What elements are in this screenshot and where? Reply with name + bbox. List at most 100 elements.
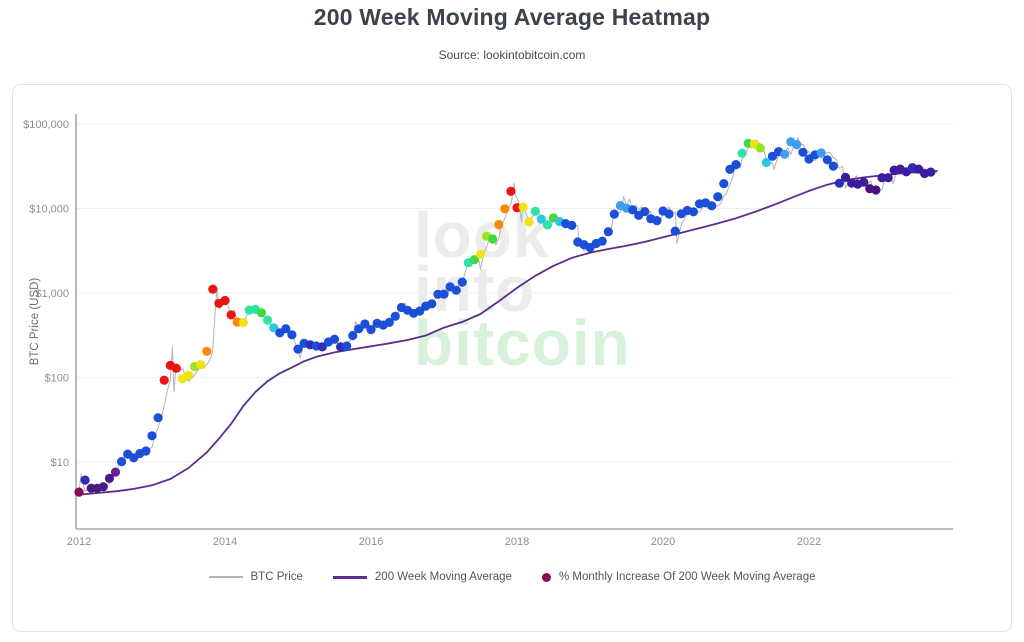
heatmap-dot[interactable] xyxy=(792,140,802,150)
heatmap-dot[interactable] xyxy=(506,186,516,196)
chart-card: look into bitcoin $100,000 $10,000 $1,000 $… xyxy=(12,84,1012,632)
heatmap-dot[interactable] xyxy=(287,330,297,340)
heatmap-dot[interactable] xyxy=(652,216,662,226)
heatmap-dot[interactable] xyxy=(110,467,121,477)
heatmap-dot[interactable] xyxy=(834,178,845,188)
monthly-increase-dot-swatch xyxy=(541,572,551,582)
heatmap-dot[interactable] xyxy=(74,487,84,497)
heatmap-dot[interactable] xyxy=(281,324,291,334)
heatmap-dot[interactable] xyxy=(202,346,212,356)
heatmap-dot[interactable] xyxy=(713,192,723,202)
heatmap-dot[interactable] xyxy=(80,475,90,485)
heatmap-dot[interactable] xyxy=(153,413,163,423)
x-tick-label: 2012 xyxy=(67,536,91,548)
y-tick-label: $100,000 xyxy=(23,119,69,131)
legend-item-btc-price[interactable]: BTC Price xyxy=(208,571,303,583)
heatmap-dot[interactable] xyxy=(390,311,400,321)
heatmap-dot[interactable] xyxy=(707,201,717,211)
watermark-line-into: into xyxy=(414,252,536,325)
heatmap-dot[interactable] xyxy=(530,206,540,216)
heatmap-dot[interactable] xyxy=(840,172,851,182)
heatmap-dot[interactable] xyxy=(755,143,765,153)
heatmap-dot[interactable] xyxy=(542,220,553,230)
heatmap-dot[interactable] xyxy=(269,323,279,333)
heatmap-dot[interactable] xyxy=(883,173,893,183)
legend-label-200wma: 200 Week Moving Average xyxy=(374,571,512,583)
y-tick-label: $10,000 xyxy=(29,204,69,216)
heatmap-dot[interactable] xyxy=(475,249,486,259)
heatmap-dot[interactable] xyxy=(238,318,248,328)
heatmap-dot[interactable] xyxy=(208,284,218,294)
heatmap-dot[interactable] xyxy=(524,217,534,227)
heatmap-dot[interactable] xyxy=(171,363,181,373)
page-title: 200 Week Moving Average Heatmap xyxy=(313,4,711,30)
heatmap-dot[interactable] xyxy=(761,157,772,168)
watermark-line-bitcoin: bitcoin xyxy=(414,306,631,379)
heatmap-dot[interactable] xyxy=(609,209,619,219)
heatmap-dot[interactable] xyxy=(104,473,114,483)
y-tick-label: $10 xyxy=(51,457,69,469)
heatmap-dot[interactable] xyxy=(670,226,680,236)
heatmap-dot[interactable] xyxy=(688,207,699,217)
heatmap-dot[interactable] xyxy=(451,285,461,295)
heatmap-dot[interactable] xyxy=(567,220,577,230)
heatmap-dot[interactable] xyxy=(317,342,327,352)
heatmap-dot[interactable] xyxy=(98,482,108,492)
heatmap-dot[interactable] xyxy=(159,375,169,385)
heatmap-dot[interactable] xyxy=(536,214,546,224)
heatmap-dot[interactable] xyxy=(366,325,376,335)
heatmap-dot[interactable] xyxy=(518,202,528,212)
wma-line xyxy=(78,170,938,496)
heatmap-dot[interactable] xyxy=(342,341,352,351)
heatmap-dot[interactable] xyxy=(220,295,230,306)
legend-label-monthly-increase: % Monthly Increase Of 200 Week Moving Av… xyxy=(558,571,816,583)
heatmap-dot[interactable] xyxy=(384,317,394,327)
heatmap-dot[interactable] xyxy=(293,344,303,354)
heatmap-dot[interactable] xyxy=(457,277,467,287)
heatmap-dot[interactable] xyxy=(780,149,790,159)
heatmap-dot[interactable] xyxy=(603,227,613,237)
heatmap-dot[interactable] xyxy=(628,205,638,215)
heatmap-dot[interactable] xyxy=(427,299,437,309)
legend-item-200wma[interactable]: 200 Week Moving Average xyxy=(332,571,512,583)
heatmap-dot[interactable] xyxy=(494,219,504,230)
y-tick-label: $100 xyxy=(45,373,69,385)
heatmap-dot[interactable] xyxy=(196,360,206,370)
heatmap-dot[interactable] xyxy=(415,306,425,316)
heatmap-dot[interactable] xyxy=(500,204,510,214)
heatmap-dot[interactable] xyxy=(469,255,479,265)
heatmap-dot[interactable] xyxy=(226,310,236,320)
heatmap-dot[interactable] xyxy=(926,167,936,177)
heatmap-dot[interactable] xyxy=(822,155,832,165)
heatmap-dot[interactable] xyxy=(828,161,838,171)
heatmap-dot[interactable] xyxy=(597,236,607,246)
heatmap-dot[interactable] xyxy=(640,207,650,217)
heatmap-dot[interactable] xyxy=(329,334,340,344)
x-tick-label: 2016 xyxy=(359,536,383,548)
heatmap-dot[interactable] xyxy=(816,148,826,158)
heatmap-dot[interactable] xyxy=(664,209,674,219)
heatmap-dot[interactable] xyxy=(348,330,358,341)
heatmap-dot[interactable] xyxy=(360,319,370,329)
legend-item-monthly-increase[interactable]: % Monthly Increase Of 200 Week Moving Av… xyxy=(541,571,816,583)
heatmap-dot[interactable] xyxy=(263,315,273,325)
price-heatmap-chart[interactable]: $100,000 $10,000 $1,000 $100 $10 2012 2014 2016… xyxy=(13,85,1011,631)
heatmap-dot[interactable] xyxy=(737,148,747,158)
heatmap-dot[interactable] xyxy=(117,457,127,467)
heatmap-dot[interactable] xyxy=(488,234,498,244)
wma-line-swatch xyxy=(332,575,367,579)
heatmap-dot[interactable] xyxy=(859,177,869,187)
source-caption: Source: lookintobitcoin.com xyxy=(438,48,586,62)
heatmap-dot[interactable] xyxy=(871,185,881,195)
y-tick-label: $1,000 xyxy=(35,288,69,300)
heatmap-dot[interactable] xyxy=(439,289,449,299)
heatmap-dot[interactable] xyxy=(719,179,729,189)
heatmap-dot[interactable] xyxy=(798,147,808,157)
heatmap-dot[interactable] xyxy=(731,160,741,170)
heatmap-dot[interactable] xyxy=(183,370,194,380)
x-tick-label: 2018 xyxy=(505,536,529,548)
heatmap-dot[interactable] xyxy=(147,431,157,441)
heatmap-dot[interactable] xyxy=(141,446,151,456)
heatmap-dot[interactable] xyxy=(256,308,267,318)
